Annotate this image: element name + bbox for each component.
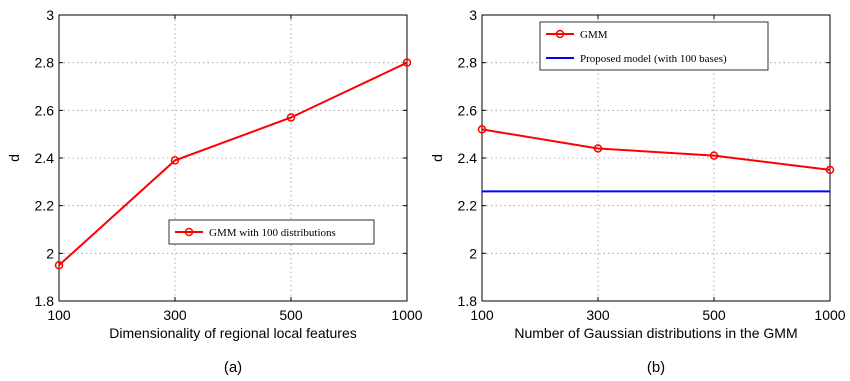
y-tick-label: 2.6: [458, 102, 478, 118]
data-point: [709, 151, 719, 160]
legend-box: [539, 21, 769, 71]
y-tick-label: 2.6: [35, 102, 55, 118]
legend-box: [168, 219, 375, 245]
data-point: [402, 58, 412, 67]
plot-frame: [58, 14, 408, 302]
x-axis-label: Number of Gaussian distributions in the …: [514, 325, 797, 341]
data-point: [286, 113, 296, 122]
x-tick-label: 300: [163, 307, 187, 323]
data-point: [825, 165, 835, 175]
legend-entry-label: GMM with 100 distributions: [209, 227, 336, 239]
chart-panel-1: 100 300 500 1000 1.8 2 2.2 2.4 2.6 2.8 3 Dimensiona…: [6, 7, 423, 376]
data-point: [477, 125, 487, 134]
y-tick-label: 2.2: [458, 198, 478, 214]
x-tick-label: 300: [586, 307, 610, 323]
series-line-1: [58, 61, 408, 266]
y-tick-label: 1.8: [458, 293, 478, 309]
y-axis-label: d: [6, 154, 22, 162]
panel-caption: (b): [647, 359, 665, 376]
legend-entry-label: Proposed model (with 100 bases): [580, 53, 727, 65]
legend-marker: [184, 227, 194, 237]
x-tick-label: 1000: [391, 307, 422, 323]
y-tick-label: 2.8: [35, 55, 55, 71]
chart-panel-2: 100 300 500 1000 1.8 2 2.2 2.4 2.6 2.8 3 Number of …: [429, 7, 846, 376]
x-tick-label: 500: [279, 307, 303, 323]
x-tick-label: 500: [702, 307, 726, 323]
legend: GMM Proposed model (with 100 bases): [539, 21, 769, 71]
series-line-1: [481, 128, 831, 171]
legend: GMM with 100 distributions: [168, 219, 375, 245]
x-tick-label: 100: [47, 307, 71, 323]
legend-marker: [555, 29, 565, 39]
legend-entry-label: GMM: [580, 29, 608, 41]
y-tick-label: 3: [46, 7, 54, 23]
data-point: [593, 144, 603, 153]
x-tick-label: 1000: [814, 307, 845, 323]
y-tick-label: 2.8: [458, 55, 478, 71]
x-axis-label: Dimensionality of regional local feature…: [109, 325, 356, 341]
y-tick-label: 1.8: [35, 293, 55, 309]
y-tick-label: 2.2: [35, 198, 55, 214]
y-axis-label: d: [429, 154, 445, 162]
panel-caption: (a): [224, 359, 242, 376]
y-tick-label: 2.4: [458, 150, 478, 166]
y-tick-label: 2.4: [35, 150, 55, 166]
y-tick-label: 3: [469, 7, 477, 23]
y-tick-label: 2: [46, 245, 54, 261]
y-tick-label: 2: [469, 245, 477, 261]
data-point: [54, 261, 64, 270]
data-point: [170, 156, 180, 165]
x-tick-label: 100: [470, 307, 494, 323]
